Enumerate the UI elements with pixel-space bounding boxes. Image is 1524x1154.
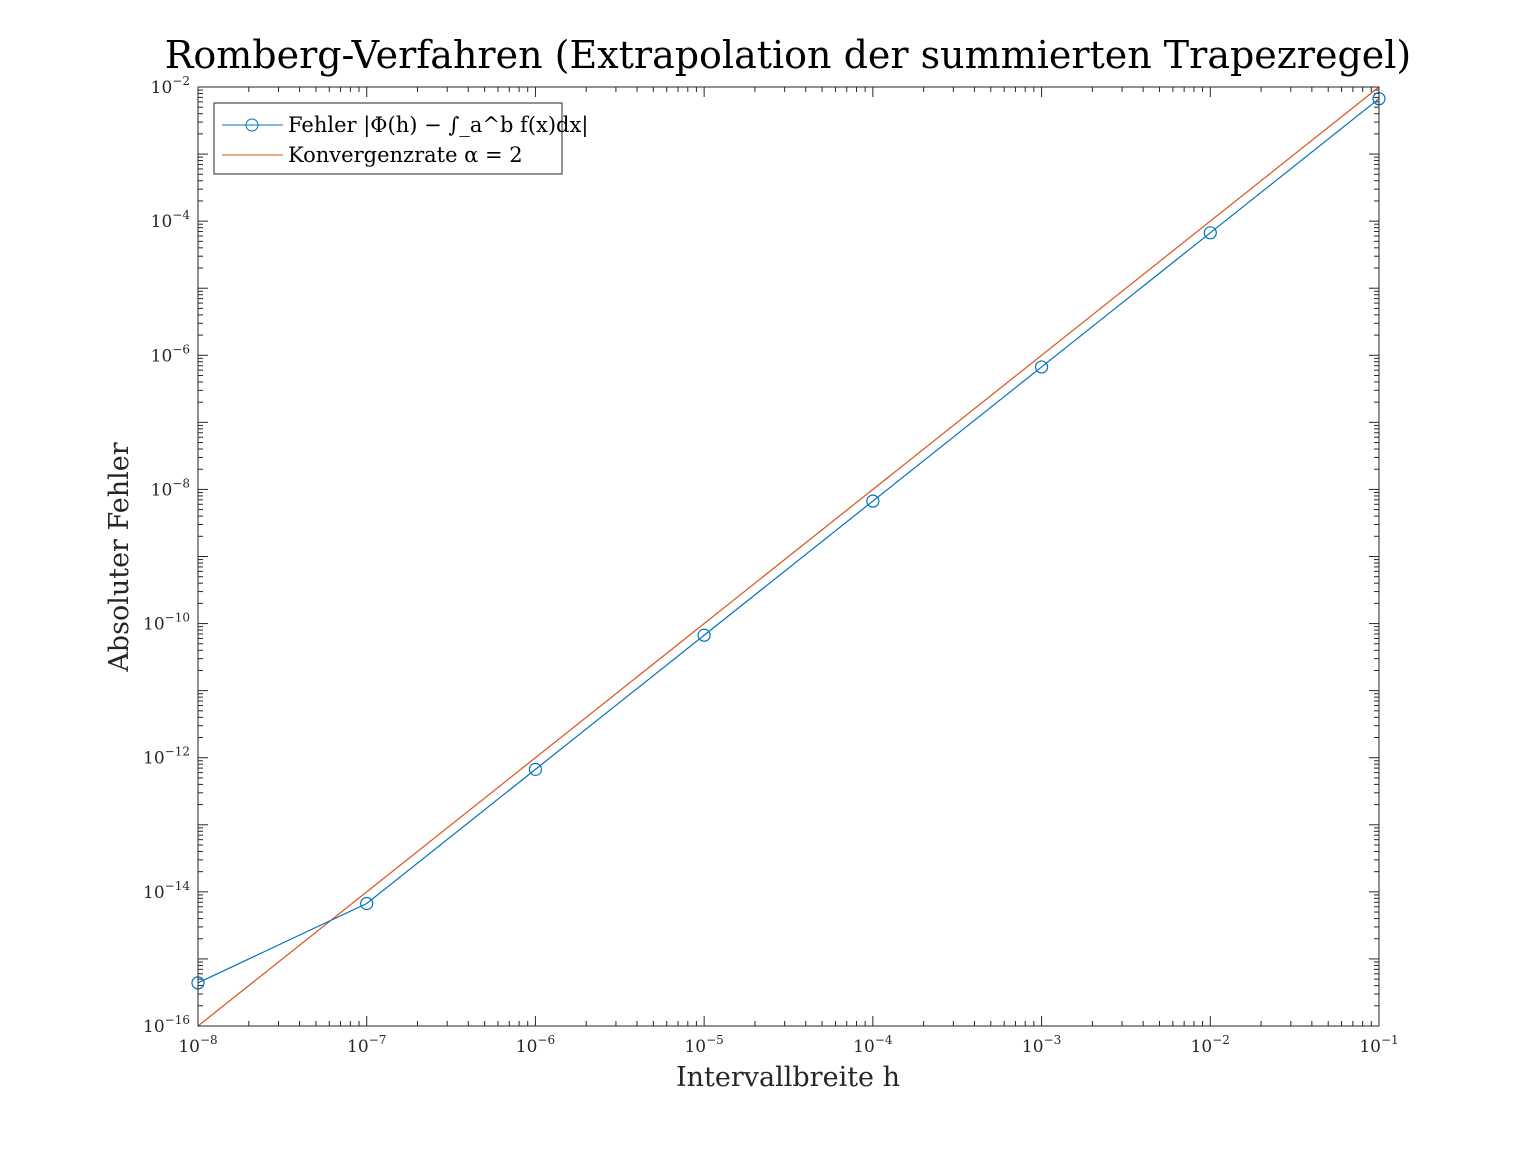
series-line-konvergenzrate xyxy=(197,86,1380,1027)
legend-label-konvergenzrate: Konvergenzrate α = 2 xyxy=(288,143,523,167)
x-tick-label: 10−3 xyxy=(1022,1033,1061,1057)
series-line-fehler xyxy=(197,98,1380,984)
data-point-fehler xyxy=(697,628,711,642)
legend: Fehler |Φ(h) − ∫_a^b f(x)dx| Konvergenzr… xyxy=(213,102,588,175)
x-tick-label: 10−7 xyxy=(347,1033,386,1057)
data-point-fehler xyxy=(360,896,374,911)
y-tick-label: 10−12 xyxy=(143,745,190,769)
data-point-fehler xyxy=(1034,360,1049,374)
x-tick-label: 10−2 xyxy=(1191,1033,1230,1057)
y-tick-label: 10−2 xyxy=(151,74,190,98)
chart-title: Romberg-Verfahren (Extrapolation der sum… xyxy=(165,33,1412,77)
tick-labels: 10−8 10−7 10−6 10−5 10−4 10−3 10−2 10−110−1610−… xyxy=(143,74,1399,1057)
plot-frame xyxy=(197,86,1380,1027)
x-tick-label: 10−8 xyxy=(178,1033,217,1057)
x-axis-label: Intervallbreite h xyxy=(676,1062,900,1093)
x-tick-label: 10−1 xyxy=(1359,1033,1398,1057)
y-tick-label: 10−4 xyxy=(151,208,191,232)
y-tick-label: 10−16 xyxy=(143,1013,190,1037)
y-axis-label: Absoluter Fehler xyxy=(104,442,135,672)
x-tick-label: 10−5 xyxy=(684,1033,723,1057)
y-tick-label: 10−8 xyxy=(151,476,190,500)
legend-label-fehler: Fehler |Φ(h) − ∫_a^b f(x)dx| xyxy=(288,113,588,138)
data-point-fehler xyxy=(866,494,880,508)
series-layer xyxy=(191,86,1386,1027)
y-tick-label: 10−6 xyxy=(151,342,190,366)
x-tick-label: 10−6 xyxy=(516,1033,555,1057)
legend-box xyxy=(213,102,563,175)
legend-marker-fehler xyxy=(245,118,259,132)
data-point-fehler xyxy=(528,762,543,776)
y-tick-label: 10−10 xyxy=(143,611,190,635)
x-tick-label: 10−4 xyxy=(853,1033,893,1057)
y-tick-label: 10−14 xyxy=(143,879,190,903)
ticks xyxy=(197,86,1380,1027)
data-point-fehler xyxy=(1203,226,1217,240)
